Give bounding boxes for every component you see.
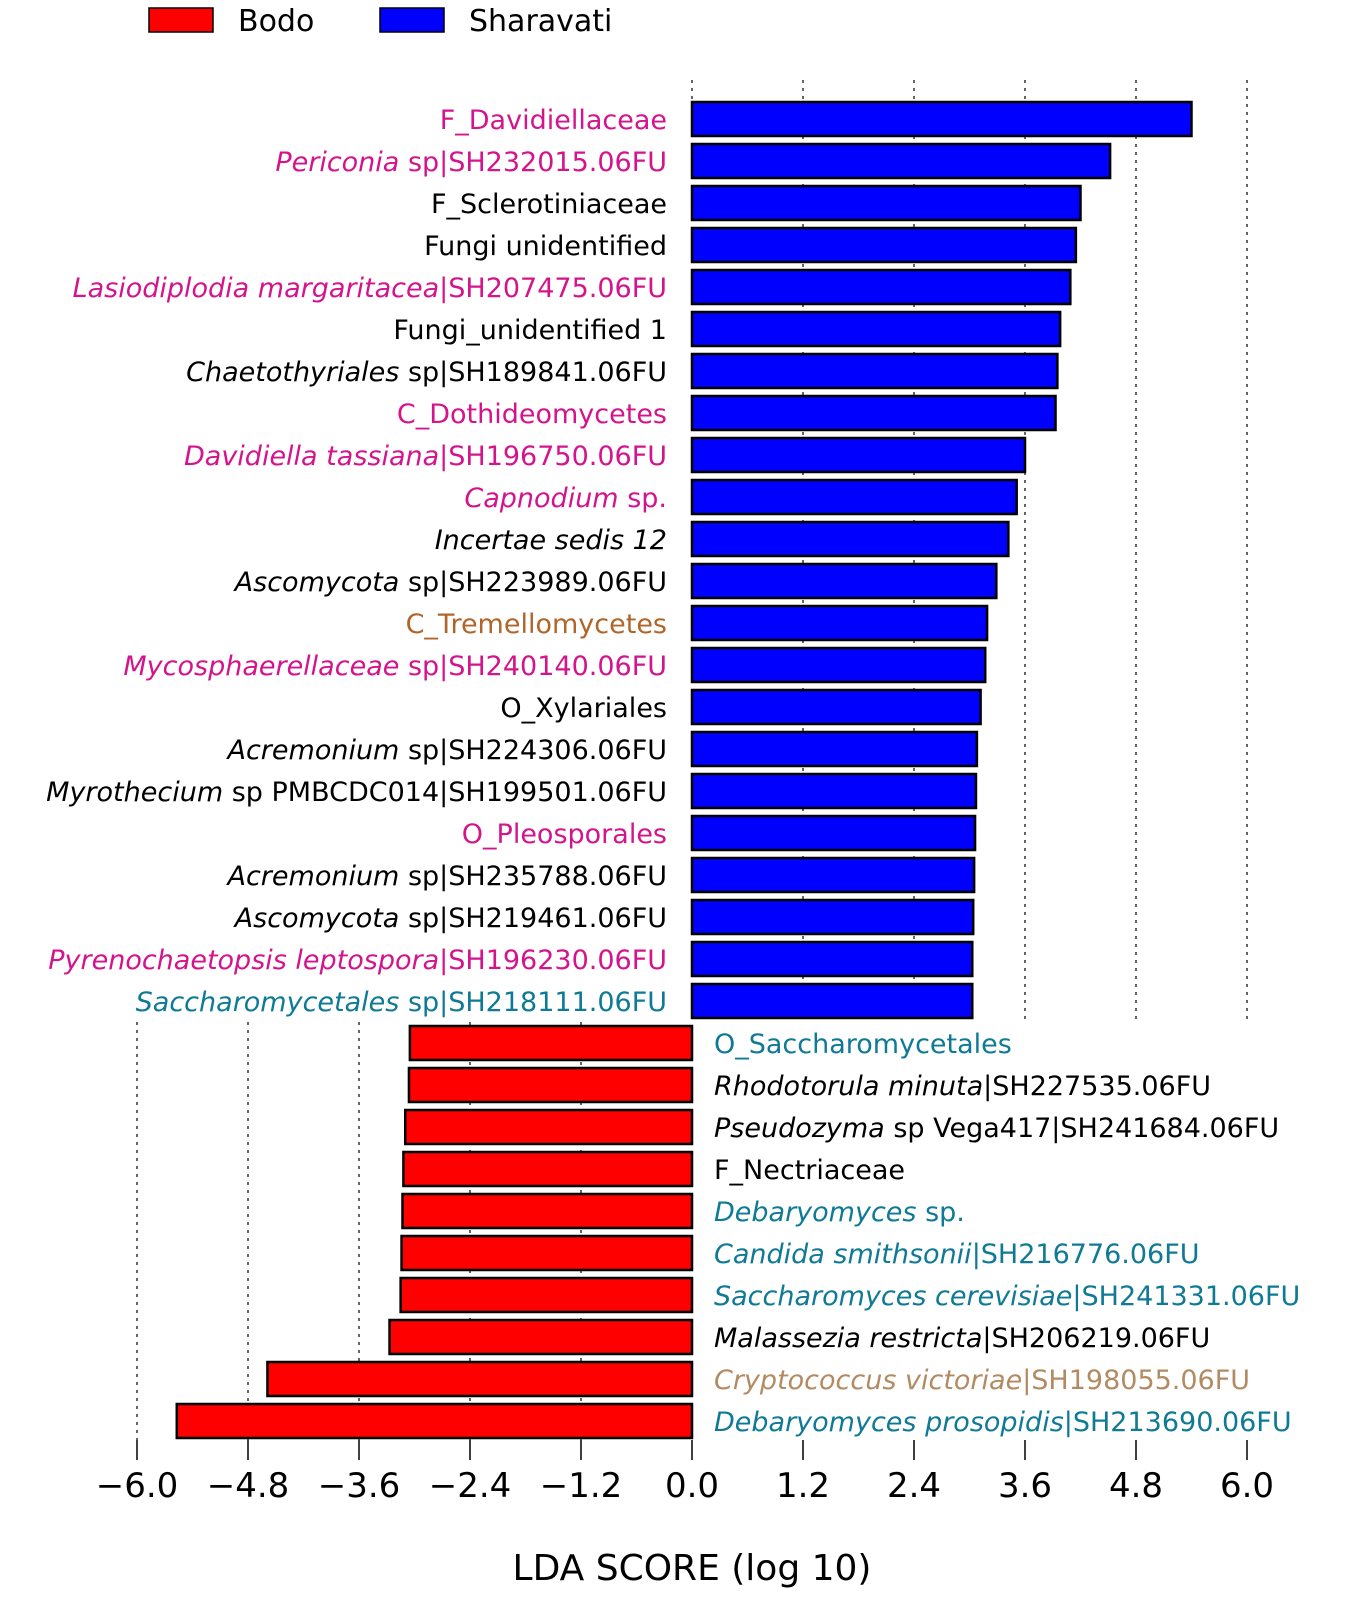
bar-7 — [690, 394, 1057, 432]
bar-10 — [690, 520, 1010, 558]
legend-swatch-sharavati — [379, 7, 445, 33]
bar-30 — [266, 1360, 694, 1398]
bar-18 — [690, 856, 976, 894]
bar-2 — [690, 184, 1082, 222]
bar-label-30: Cryptococcus victoriae|SH198055.06FU — [714, 1365, 1250, 1396]
bar-31 — [175, 1402, 694, 1440]
bar-label-28: Saccharomyces cerevisiae|SH241331.06FU — [714, 1281, 1300, 1312]
bar-label-2: F_Sclerotiniaceae — [431, 189, 667, 220]
bar-12 — [690, 604, 989, 642]
bar-9 — [690, 478, 1018, 516]
x-tick-label-7: 2.4 — [887, 1466, 941, 1506]
x-tick-label-3: −2.4 — [429, 1466, 512, 1506]
bar-25 — [402, 1150, 694, 1188]
bar-label-27: Candida smithsonii|SH216776.06FU — [714, 1239, 1200, 1270]
bar-8 — [690, 436, 1027, 474]
bar-label-15: Acremonium sp|SH224306.06FU — [225, 735, 667, 766]
legend-label-bodo: Bodo — [238, 4, 314, 39]
bar-11 — [690, 562, 998, 600]
bar-label-10: Incertae sedis 12 — [435, 525, 667, 556]
bar-label-14: O_Xylariales — [500, 693, 667, 724]
bar-label-20: Pyrenochaetopsis leptospora|SH196230.06F… — [48, 945, 667, 976]
x-axis-title: LDA SCORE (log 10) — [513, 1548, 872, 1589]
bar-label-16: Myrothecium sp PMBCDC014|SH199501.06FU — [46, 777, 667, 808]
bar-27 — [400, 1234, 694, 1272]
bar-label-13: Mycosphaerellaceae sp|SH240140.06FU — [123, 651, 667, 682]
bar-21 — [690, 982, 974, 1020]
bar-0 — [690, 100, 1193, 138]
legend-label-sharavati: Sharavati — [469, 4, 612, 39]
bar-label-6: Chaetothyriales sp|SH189841.06FU — [186, 357, 667, 388]
bar-label-4: Lasiodiplodia margaritacea|SH207475.06FU — [73, 273, 667, 304]
x-tick-label-10: 6.0 — [1220, 1466, 1274, 1506]
bar-1 — [690, 142, 1112, 180]
bar-label-22: O_Saccharomycetales — [714, 1029, 1012, 1060]
bar-13 — [690, 646, 987, 684]
bar-label-9: Capnodium sp. — [464, 483, 667, 514]
bar-17 — [690, 814, 977, 852]
bar-14 — [690, 688, 982, 726]
x-tick-label-6: 1.2 — [776, 1466, 830, 1506]
bar-label-23: Rhodotorula minuta|SH227535.06FU — [714, 1071, 1211, 1102]
bar-label-31: Debaryomyces prosopidis|SH213690.06FU — [714, 1407, 1292, 1438]
bar-label-24: Pseudozyma sp Vega417|SH241684.06FU — [714, 1113, 1279, 1144]
bar-label-12: C_Tremellomycetes — [406, 609, 667, 640]
bar-label-26: Debaryomyces sp. — [714, 1197, 965, 1228]
x-tick-label-1: −4.8 — [207, 1466, 290, 1506]
bars-group — [175, 100, 1193, 1440]
bar-label-25: F_Nectriaceae — [714, 1155, 905, 1186]
legend-swatch-bodo — [148, 7, 214, 33]
bar-label-21: Saccharomycetales sp|SH218111.06FU — [136, 987, 667, 1018]
bar-16 — [690, 772, 978, 810]
bar-label-3: Fungi unidentified — [424, 231, 667, 262]
bar-label-11: Ascomycota sp|SH223989.06FU — [233, 567, 667, 598]
bar-label-18: Acremonium sp|SH235788.06FU — [225, 861, 667, 892]
x-axis: −6.0 −4.8 −3.6 −2.4 −1.2 0.0 1.2 2.4 3.6 4.8 6.0 — [96, 1440, 1274, 1506]
bar-23 — [407, 1066, 694, 1104]
bar-3 — [690, 226, 1078, 264]
bar-5 — [690, 310, 1062, 348]
bar-6 — [690, 352, 1059, 390]
bar-label-29: Malassezia restricta|SH206219.06FU — [714, 1323, 1210, 1354]
x-tick-label-9: 4.8 — [1109, 1466, 1163, 1506]
bar-4 — [690, 268, 1072, 306]
bar-29 — [388, 1318, 694, 1356]
bar-label-5: Fungi_unidentified 1 — [393, 315, 667, 346]
legend: Bodo Sharavati — [148, 4, 612, 39]
bar-label-1: Periconia sp|SH232015.06FU — [275, 147, 667, 178]
bar-20 — [690, 940, 974, 978]
bar-28 — [399, 1276, 694, 1314]
bar-label-17: O_Pleosporales — [462, 819, 667, 850]
x-tick-label-8: 3.6 — [998, 1466, 1052, 1506]
bar-15 — [690, 730, 979, 768]
bar-19 — [690, 898, 975, 936]
bar-label-19: Ascomycota sp|SH219461.06FU — [233, 903, 667, 934]
bar-26 — [401, 1192, 694, 1230]
x-tick-label-4: −1.2 — [540, 1466, 623, 1506]
bar-22 — [408, 1024, 694, 1062]
x-tick-label-2: −3.6 — [318, 1466, 401, 1506]
bar-label-0: F_Davidiellaceae — [440, 105, 667, 136]
bar-label-8: Davidiella tassiana|SH196750.06FU — [184, 441, 667, 472]
category-labels: F_Davidiellaceae Periconia sp|SH232015.06… — [46, 105, 1300, 1438]
x-tick-label-5: 0.0 — [665, 1466, 719, 1506]
x-tick-label-0: −6.0 — [96, 1466, 179, 1506]
bar-24 — [404, 1108, 694, 1146]
bar-label-7: C_Dothideomycetes — [397, 399, 667, 430]
